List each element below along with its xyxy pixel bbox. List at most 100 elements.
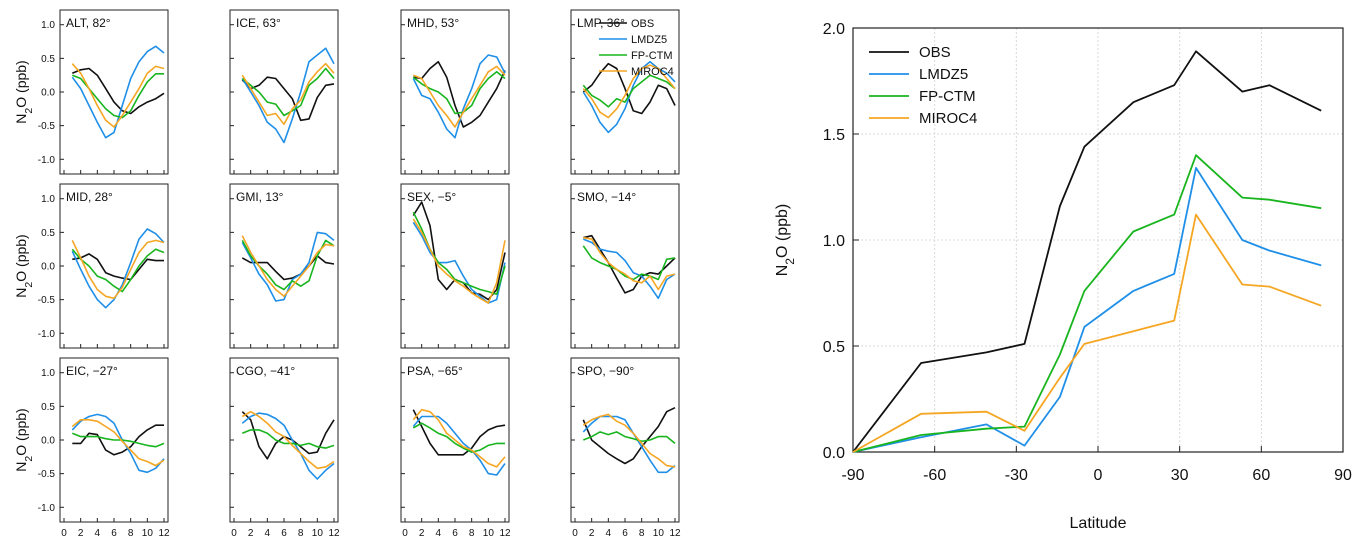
y-tick-label: 0.0 — [41, 436, 55, 447]
x-tick-label: -60 — [923, 467, 946, 484]
y-tick-label: -0.5 — [38, 469, 56, 480]
panel-frame — [570, 183, 680, 349]
y-tick-label: -1.0 — [38, 329, 56, 340]
x-tick-label: 10 — [483, 528, 495, 539]
panel-frame — [229, 357, 339, 523]
series-line-fp-ctm — [72, 73, 164, 119]
panel-title: CGO, −41° — [236, 364, 295, 378]
x-tick-label: 12 — [499, 528, 511, 539]
y-axis-label: N2O (ppb) — [13, 408, 35, 471]
panel-title: SEX, −5° — [407, 190, 456, 204]
series-line-miroc4 — [583, 236, 676, 291]
x-tick-label: 2 — [78, 528, 84, 539]
series-line-lmdz5 — [71, 45, 165, 139]
series-line-miroc4 — [412, 218, 506, 304]
x-tick-label: 4 — [265, 528, 271, 539]
series-line-obs — [241, 411, 335, 460]
panel-frame — [229, 183, 339, 349]
panel-frame — [59, 183, 169, 349]
panel-frame — [570, 357, 680, 523]
panel-11: 0 2 4 6 8 10 12 SPO, −90° — [570, 357, 681, 539]
y-tick-label: 0.0 — [41, 88, 55, 99]
series-line-fp-ctm — [412, 211, 506, 296]
series-line-miroc4 — [852, 213, 1322, 453]
x-tick-label: 8 — [639, 528, 645, 539]
x-tick-label: 2 — [589, 528, 595, 539]
series-line-lmdz5 — [412, 415, 506, 476]
series-line-miroc4 — [71, 239, 165, 300]
panel-5: GMI, 13° — [229, 183, 339, 349]
x-tick-label: 8 — [128, 528, 134, 539]
series-line-lmdz5 — [582, 238, 676, 300]
y-tick-label: 2.0 — [823, 21, 845, 38]
seasonal-cycle-panels: 1.0 0.5 0.0 -0.5 -1.0 ALT, 82° ICE, 63° MHD, 53… — [13, 9, 681, 539]
series-line-fp-ctm — [72, 432, 165, 448]
y-axis-label: N2O (ppb) — [13, 60, 35, 123]
legend-label: FP-CTM — [919, 88, 976, 105]
panel-legend: OBS LMDZ5 FP-CTM MIROC4 — [599, 18, 674, 78]
x-tick-label: 6 — [622, 528, 628, 539]
y-tick-label: 1.0 — [823, 233, 845, 250]
panel-title: ALT, 82° — [66, 16, 111, 30]
x-tick-label: 10 — [312, 528, 324, 539]
x-tick-label: 4 — [95, 528, 101, 539]
panel-4: 1.0 0.5 0.0 -0.5 -1.0 MID, 28° — [38, 183, 169, 349]
x-tick-label: 90 — [1334, 467, 1352, 484]
series-line-obs — [582, 62, 676, 115]
x-tick-label: 8 — [298, 528, 304, 539]
x-tick-label: 2 — [248, 528, 254, 539]
legend-label: MIROC4 — [631, 66, 674, 78]
panel-0: 1.0 0.5 0.0 -0.5 -1.0 ALT, 82° — [38, 9, 169, 175]
series-line-obs — [72, 424, 164, 456]
x-tick-label: 8 — [469, 528, 475, 539]
series-line-obs — [241, 76, 335, 122]
series-line-miroc4 — [412, 408, 506, 468]
series-line-miroc4 — [71, 418, 165, 467]
x-tick-label: 0 — [1094, 467, 1103, 484]
legend-label: MIROC4 — [919, 110, 977, 127]
series-line-miroc4 — [582, 64, 676, 119]
x-tick-label: 0 — [61, 528, 67, 539]
panel-title: SPO, −90° — [577, 364, 634, 378]
x-tick-label: 60 — [1252, 467, 1270, 484]
series-line-fp-ctm — [582, 431, 676, 445]
y-tick-label: 1.0 — [41, 368, 55, 379]
x-tick-label: 6 — [111, 528, 117, 539]
y-tick-label: 1.5 — [823, 127, 845, 144]
panel-frame — [59, 9, 169, 175]
series-line-fp-ctm — [71, 248, 165, 293]
series-line-fp-ctm — [412, 71, 506, 115]
panel-6: SEX, −5° — [400, 183, 510, 349]
y-tick-label: 0.5 — [41, 228, 55, 239]
series-line-obs — [413, 60, 506, 128]
legend-label: OBS — [631, 18, 654, 30]
x-tick-label: 6 — [281, 528, 287, 539]
series-line-fp-ctm — [241, 239, 335, 291]
x-tick-label: 12 — [328, 528, 340, 539]
series-line-fp-ctm — [582, 245, 676, 281]
series-line-obs — [412, 409, 506, 456]
y-axis-label: N2O (ppb) — [774, 204, 797, 277]
x-axis-label: Latitude — [1070, 515, 1127, 532]
latitude-gradient-chart: -90 -60 -30 0 30 60 90 0.0 0.5 1.0 1.5 2.0 OBS LMDZ5 F… — [774, 21, 1352, 532]
y-tick-label: 0.0 — [41, 262, 55, 273]
y-tick-label: -1.0 — [38, 503, 56, 514]
panel-7: SMO, −14° — [570, 183, 680, 349]
panel-title: MID, 28° — [66, 190, 113, 204]
y-tick-label: 1.0 — [41, 20, 55, 31]
y-axis-label: N2O (ppb) — [13, 234, 35, 297]
panel-frame — [400, 9, 510, 175]
series-line-obs — [852, 50, 1322, 453]
y-tick-label: 0.0 — [823, 445, 845, 462]
panel-3: LMP, 36° — [570, 9, 680, 175]
x-tick-label: -30 — [1005, 467, 1028, 484]
y-tick-label: -0.5 — [38, 121, 56, 132]
series-line-miroc4 — [241, 62, 335, 126]
series-line-obs — [72, 253, 164, 281]
panel-title: EIC, −27° — [66, 364, 118, 378]
x-tick-label: 4 — [436, 528, 442, 539]
legend-label: LMDZ5 — [919, 66, 968, 83]
x-tick-label: 12 — [158, 528, 170, 539]
x-tick-label: 0 — [402, 528, 408, 539]
